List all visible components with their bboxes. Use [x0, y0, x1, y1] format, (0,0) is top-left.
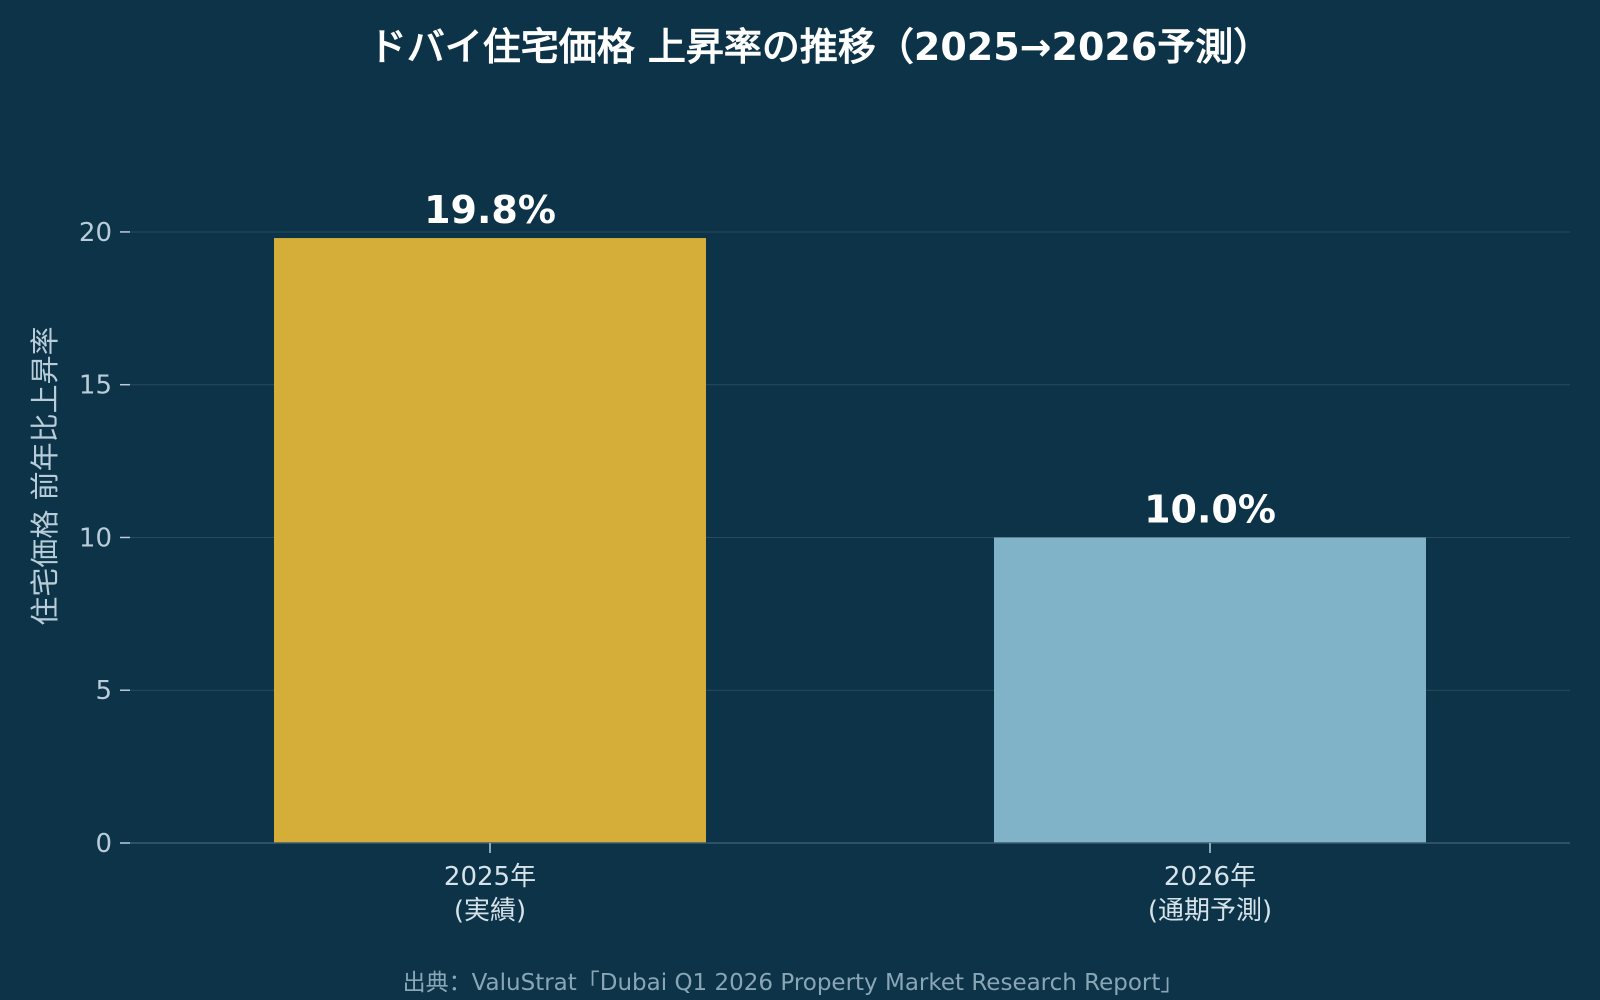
bars — [274, 238, 1426, 844]
source-note: 出典：ValuStrat「Dubai Q1 2026 Property Mark… — [403, 970, 1184, 996]
bar — [994, 537, 1426, 843]
axes: 0 5 10 15 20 2025年(実績) 2026年(通期予測) — [79, 218, 1570, 926]
y-tick-label: 5 — [95, 676, 112, 706]
y-tick-label: 20 — [79, 218, 112, 248]
y-axis-label: 住宅価格 前年比上昇率 — [28, 326, 62, 625]
chart-title: ドバイ住宅価格 上昇率の推移（2025→2026予測） — [369, 25, 1272, 69]
y-tick-label: 0 — [95, 829, 112, 859]
x-tick-label: 2025年(実績) — [444, 862, 536, 926]
y-tick-label: 15 — [79, 371, 112, 401]
data-label: 19.8% — [424, 188, 556, 232]
y-tick-label: 10 — [79, 523, 112, 553]
data-labels: 19.8% 10.0% — [424, 188, 1276, 531]
data-label: 10.0% — [1144, 487, 1276, 531]
x-tick-label: 2026年(通期予測) — [1148, 862, 1272, 926]
bar — [274, 238, 706, 844]
